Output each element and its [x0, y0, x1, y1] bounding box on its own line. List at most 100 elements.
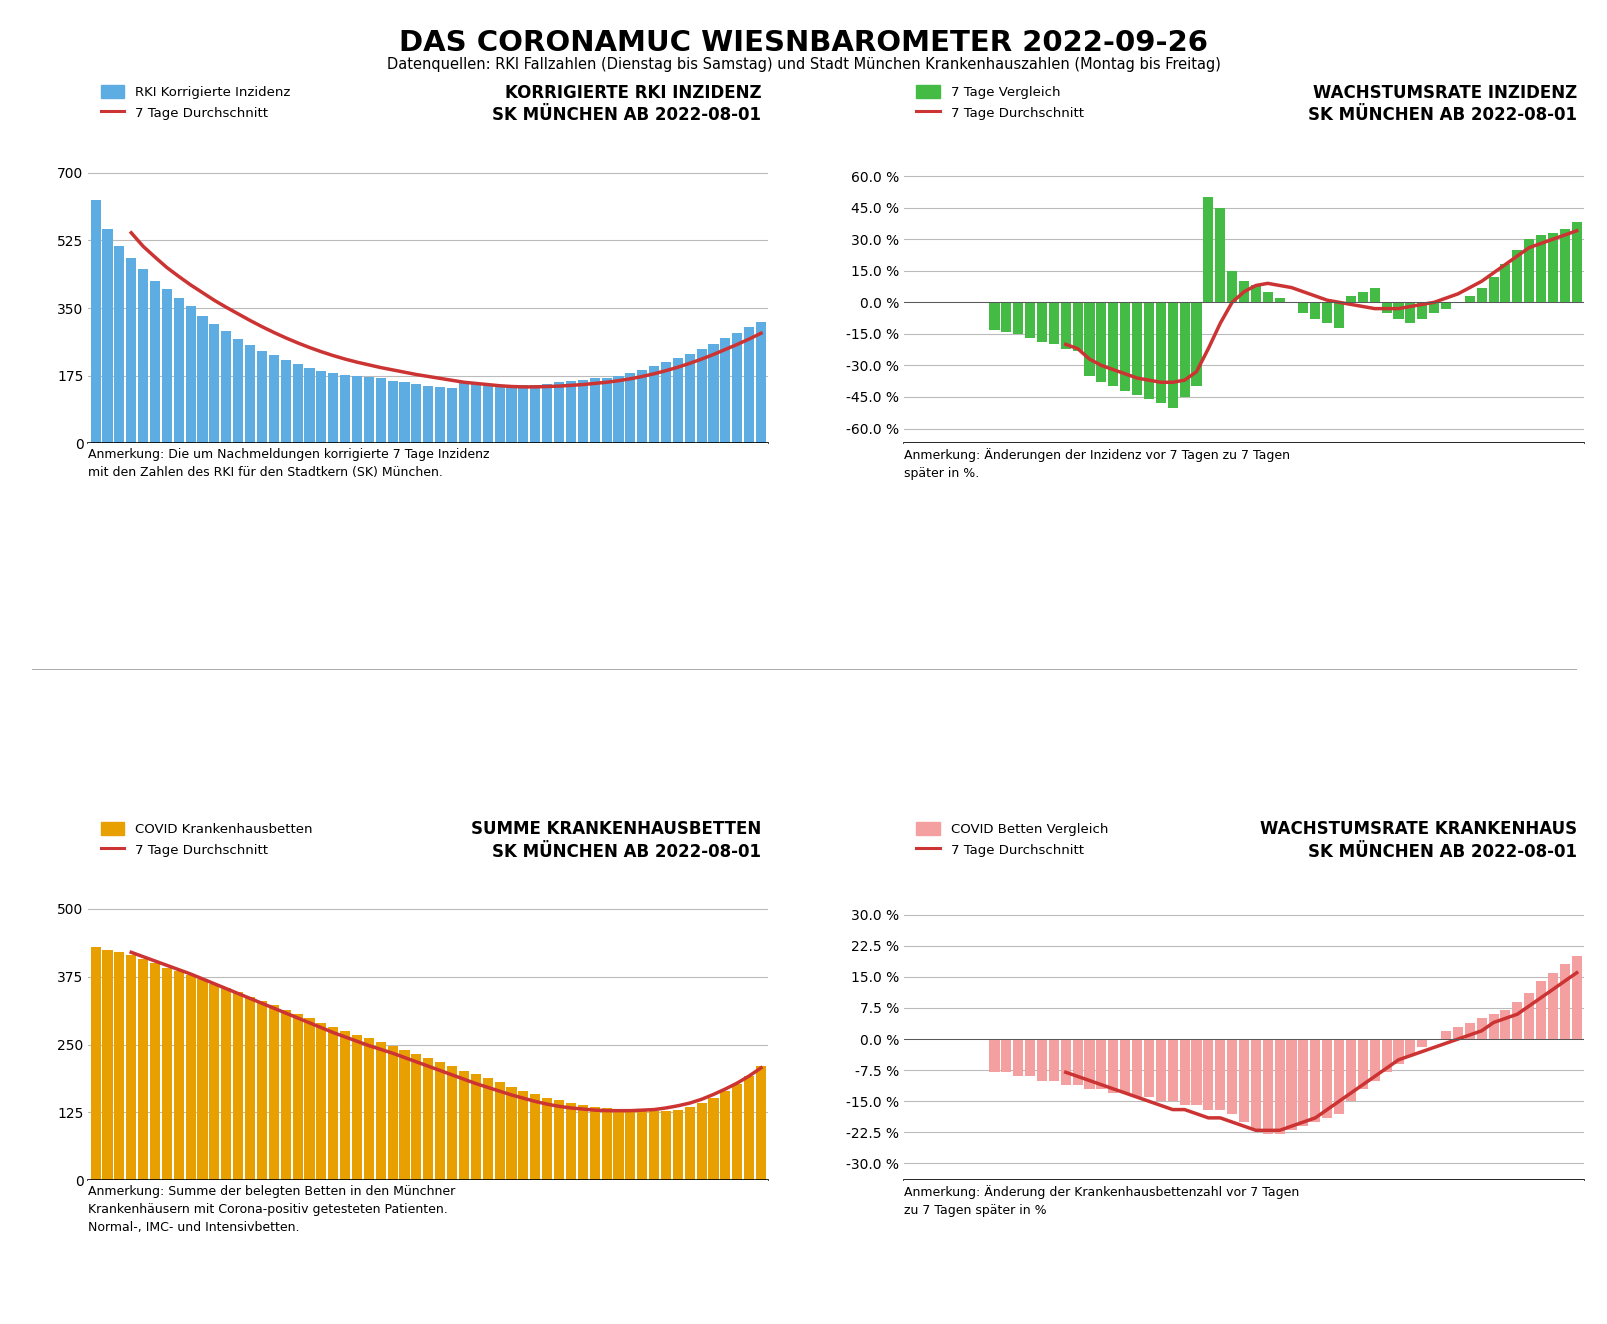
- Bar: [1416, 1039, 1427, 1047]
- Bar: [1523, 993, 1533, 1039]
- Bar: [660, 363, 670, 444]
- Bar: [636, 369, 648, 444]
- Bar: [685, 1107, 694, 1180]
- Bar: [1037, 1039, 1046, 1080]
- Bar: [1535, 981, 1546, 1039]
- Bar: [328, 373, 337, 444]
- Bar: [709, 344, 718, 444]
- Bar: [1083, 302, 1094, 376]
- Bar: [1393, 302, 1403, 319]
- Bar: [542, 1098, 551, 1180]
- Bar: [1416, 302, 1427, 319]
- Bar: [292, 1014, 302, 1180]
- Bar: [566, 381, 575, 444]
- Bar: [423, 387, 434, 444]
- Bar: [1405, 1039, 1414, 1055]
- Bar: [1143, 302, 1154, 399]
- Bar: [1369, 1039, 1379, 1080]
- Bar: [376, 1042, 386, 1180]
- Bar: [660, 1111, 670, 1180]
- Bar: [257, 351, 267, 444]
- Bar: [495, 1083, 505, 1180]
- Bar: [590, 1107, 599, 1180]
- Bar: [1440, 1031, 1450, 1039]
- Bar: [233, 339, 243, 444]
- Text: WACHSTUMSRATE KRANKENHAUS
SK MÜNCHEN AB 2022-08-01: WACHSTUMSRATE KRANKENHAUS SK MÜNCHEN AB …: [1260, 821, 1576, 861]
- Bar: [506, 387, 516, 444]
- Bar: [1523, 240, 1533, 302]
- Bar: [1559, 964, 1568, 1039]
- Bar: [149, 963, 161, 1180]
- Bar: [1261, 1039, 1273, 1135]
- Bar: [1083, 1039, 1094, 1088]
- Bar: [387, 1046, 397, 1180]
- Bar: [1310, 302, 1319, 319]
- Bar: [1215, 1039, 1225, 1110]
- Bar: [1393, 1039, 1403, 1064]
- Bar: [387, 381, 397, 444]
- Bar: [720, 1091, 730, 1180]
- Bar: [317, 371, 326, 444]
- Text: Anmerkung: Summe der belegten Betten in den Münchner
Krankenhäusern mit Corona-p: Anmerkung: Summe der belegten Betten in …: [88, 1185, 455, 1234]
- Bar: [1226, 270, 1236, 302]
- Bar: [376, 379, 386, 444]
- Bar: [458, 381, 469, 444]
- Bar: [471, 1074, 480, 1180]
- Bar: [1202, 1039, 1213, 1110]
- Bar: [162, 289, 172, 444]
- Bar: [1072, 302, 1082, 351]
- Bar: [625, 373, 635, 444]
- Bar: [601, 377, 611, 444]
- Legend: 7 Tage Vergleich, 7 Tage Durchschnitt: 7 Tage Vergleich, 7 Tage Durchschnitt: [910, 79, 1088, 124]
- Bar: [1274, 1039, 1284, 1135]
- Bar: [1061, 302, 1070, 348]
- Bar: [185, 306, 196, 444]
- Bar: [209, 984, 219, 1180]
- Bar: [1570, 956, 1581, 1039]
- Bar: [185, 974, 196, 1180]
- Bar: [90, 200, 101, 444]
- Bar: [304, 1018, 315, 1180]
- Bar: [601, 1108, 611, 1180]
- Bar: [625, 1111, 635, 1180]
- Bar: [554, 1100, 564, 1180]
- Bar: [1345, 297, 1355, 302]
- Bar: [317, 1023, 326, 1180]
- Bar: [1048, 302, 1059, 344]
- Bar: [1191, 302, 1200, 387]
- Bar: [1250, 286, 1260, 302]
- Bar: [222, 331, 231, 444]
- Bar: [138, 270, 148, 444]
- Bar: [339, 375, 350, 444]
- Bar: [542, 384, 551, 444]
- Text: Anmerkung: Die um Nachmeldungen korrigierte 7 Tage Inzidenz
mit den Zahlen des R: Anmerkung: Die um Nachmeldungen korrigie…: [88, 448, 490, 479]
- Bar: [1356, 291, 1368, 302]
- Bar: [731, 334, 742, 444]
- Bar: [1559, 229, 1568, 302]
- Bar: [198, 980, 207, 1180]
- Bar: [744, 327, 754, 444]
- Bar: [1237, 281, 1249, 302]
- Bar: [1131, 1039, 1141, 1098]
- Bar: [257, 1001, 267, 1180]
- Text: Anmerkung: Änderungen der Inzidenz vor 7 Tagen zu 7 Tagen
später in %.: Anmerkung: Änderungen der Inzidenz vor 7…: [903, 448, 1289, 479]
- Bar: [1475, 287, 1486, 302]
- Bar: [636, 1111, 648, 1180]
- Bar: [244, 997, 256, 1180]
- Bar: [1464, 297, 1474, 302]
- Bar: [447, 1066, 456, 1180]
- Bar: [174, 298, 183, 444]
- Bar: [1237, 1039, 1249, 1121]
- Bar: [530, 385, 540, 444]
- Bar: [577, 1106, 588, 1180]
- Bar: [447, 388, 456, 444]
- Bar: [1012, 1039, 1022, 1076]
- Bar: [138, 959, 148, 1180]
- Bar: [1334, 302, 1343, 327]
- Bar: [696, 348, 705, 444]
- Bar: [244, 344, 256, 444]
- Bar: [1369, 287, 1379, 302]
- Bar: [1048, 1039, 1059, 1080]
- Bar: [1321, 1039, 1332, 1117]
- Bar: [423, 1058, 434, 1180]
